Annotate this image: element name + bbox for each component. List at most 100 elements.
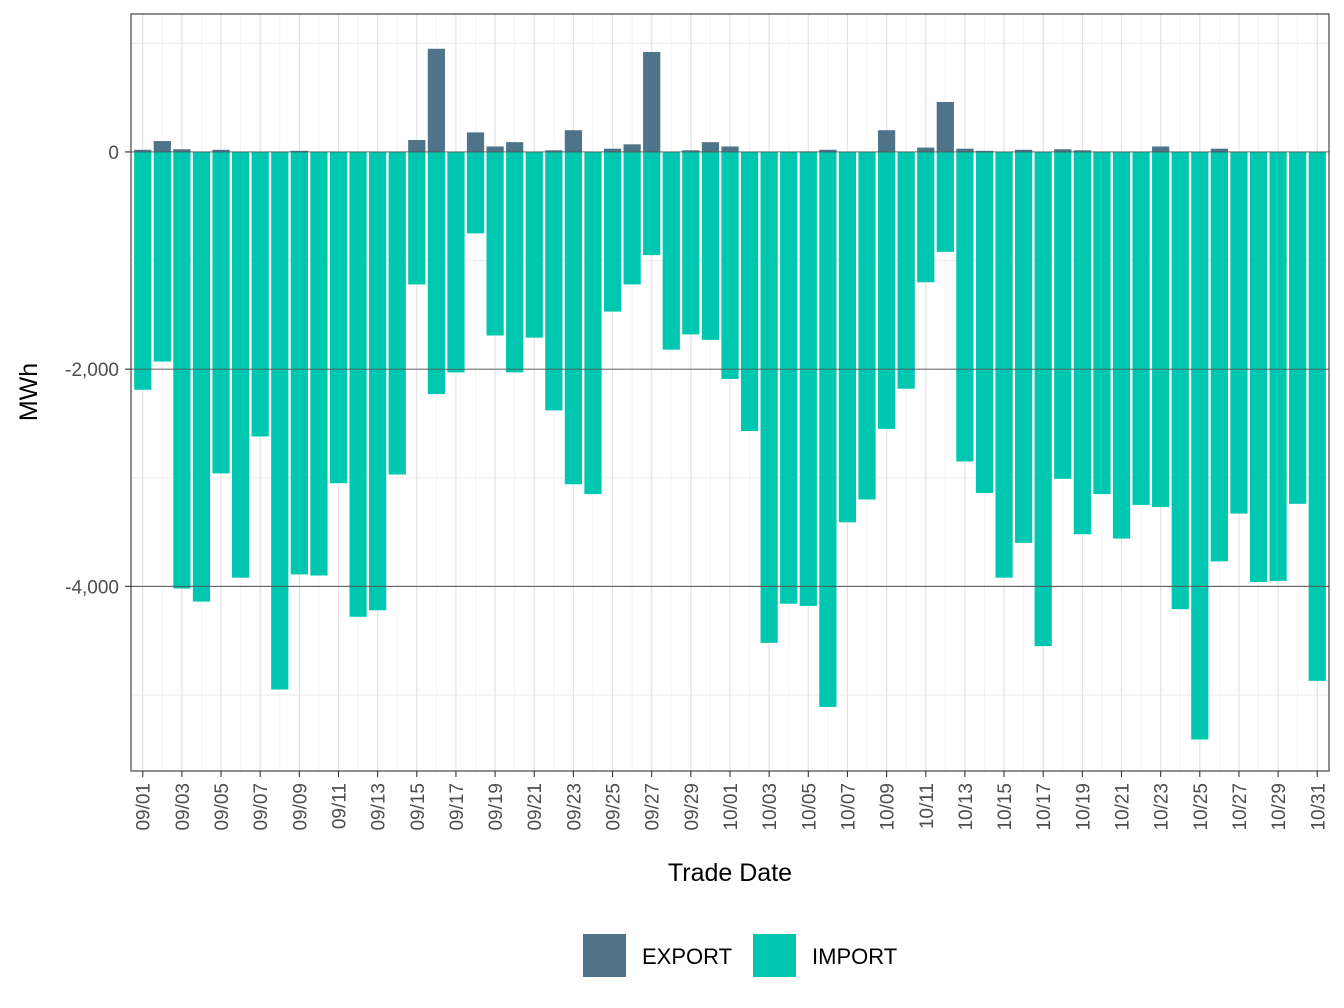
y-tick-label: 0 [108, 143, 119, 164]
export-bar-09/27 [643, 52, 661, 152]
import-bar-10/25 [1191, 151, 1209, 740]
x-tick-label: 10/13 [956, 783, 977, 831]
export-bar-09/30 [701, 142, 720, 152]
import-bar-10/10 [897, 151, 915, 389]
import-bar-09/18 [466, 151, 485, 234]
export-legend-label: EXPORT [642, 944, 732, 969]
x-tick-label: 10/31 [1308, 783, 1329, 831]
x-tick-label: 10/25 [1191, 783, 1212, 831]
import-bar-09/30 [701, 151, 720, 340]
x-tick-label: 10/15 [995, 783, 1016, 831]
x-tick-label: 09/03 [173, 783, 194, 831]
x-tick-label: 10/27 [1230, 783, 1251, 831]
import-bar-09/13 [369, 151, 387, 611]
legend: EXPORT IMPORT [583, 934, 897, 977]
import-bar-10/09 [877, 151, 896, 429]
import-bar-10/04 [780, 151, 798, 604]
import-bar-10/28 [1249, 151, 1268, 583]
export-bar-09/16 [427, 48, 445, 152]
export-bar-09/26 [623, 144, 641, 152]
import-bar-10/11 [917, 151, 935, 283]
import-bar-10/01 [721, 151, 739, 379]
import-bar-10/21 [1112, 151, 1131, 539]
y-tick-label: -4,000 [65, 577, 119, 598]
export-bar-09/01 [134, 149, 152, 152]
x-tick-label: 10/29 [1269, 783, 1290, 831]
export-bar-10/26 [1210, 148, 1228, 152]
import-bar-10/08 [858, 151, 876, 500]
import-bar-10/15 [995, 151, 1013, 578]
x-axis: 09/01 09/03 09/05 09/07 09/09 09/11 09/13 09/15… [134, 771, 1329, 831]
import-bar-09/28 [662, 151, 680, 350]
import-bar-09/21 [525, 151, 543, 338]
export-bar-10/16 [1015, 149, 1033, 152]
export-bar-10/12 [936, 101, 954, 152]
import-bar-09/07 [251, 151, 269, 437]
x-tick-label: 09/13 [369, 783, 390, 831]
x-tick-label: 10/01 [721, 783, 742, 831]
import-bar-10/13 [956, 151, 974, 462]
import-bar-10/17 [1034, 151, 1052, 647]
x-tick-label: 09/23 [564, 783, 585, 831]
import-bar-09/06 [232, 151, 250, 578]
x-tick-label: 09/21 [525, 783, 546, 831]
export-bar-10/09 [877, 130, 896, 152]
export-bar-10/06 [819, 149, 837, 152]
import-bar-10/27 [1230, 151, 1248, 514]
import-bar-10/07 [838, 151, 857, 523]
import-bar-10/18 [1054, 151, 1072, 479]
import-legend-label: IMPORT [812, 944, 897, 969]
y-axis: 0 -2,000 -4,000 [65, 143, 131, 598]
y-tick-label: -2,000 [65, 360, 119, 381]
export-bar-09/09 [290, 150, 308, 152]
x-tick-label: 10/05 [799, 783, 820, 831]
export-bar-09/20 [506, 142, 524, 152]
export-bar-10/19 [1073, 150, 1091, 152]
import-bar-10/30 [1289, 151, 1307, 504]
x-tick-label: 09/17 [447, 783, 468, 831]
export-bar-09/19 [486, 146, 504, 152]
import-bar-09/12 [349, 151, 367, 617]
import-bar-10/06 [819, 151, 837, 707]
import-bar-10/24 [1171, 151, 1189, 610]
import-bar-09/22 [545, 151, 563, 411]
x-tick-label: 10/11 [917, 783, 938, 829]
export-bar-10/18 [1054, 149, 1072, 152]
import-bar-09/19 [486, 151, 504, 336]
import-bar-10/03 [760, 151, 778, 643]
x-tick-label: 10/19 [1073, 783, 1094, 831]
x-tick-label: 10/03 [760, 783, 781, 831]
export-bar-10/14 [975, 150, 994, 152]
x-tick-label: 10/09 [878, 783, 899, 831]
export-bar-10/01 [721, 146, 739, 152]
import-bar-10/02 [740, 151, 759, 432]
x-tick-label: 10/07 [838, 783, 859, 831]
import-bar-09/04 [192, 151, 211, 602]
export-bar-10/13 [956, 148, 974, 152]
import-bar-09/09 [290, 151, 308, 575]
y-axis-title: MWh [15, 363, 43, 421]
export-bar-09/23 [564, 130, 583, 152]
import-bar-09/08 [271, 151, 289, 690]
import-bar-09/03 [173, 151, 191, 589]
import-bar-09/17 [447, 151, 465, 373]
import-bar-09/26 [623, 151, 641, 285]
import-bar-10/05 [799, 151, 817, 606]
export-bar-10/11 [917, 147, 935, 152]
export-bar-09/18 [466, 132, 485, 152]
export-bar-09/02 [153, 141, 171, 152]
import-bar-10/14 [975, 151, 994, 493]
import-bar-10/19 [1073, 151, 1091, 535]
import-bar-09/27 [643, 151, 661, 256]
x-tick-label: 09/15 [408, 783, 429, 831]
x-tick-label: 09/29 [682, 783, 703, 831]
import-bar-09/29 [682, 151, 700, 335]
import-legend-key [753, 934, 796, 977]
export-bar-09/15 [408, 139, 426, 152]
import-bar-10/20 [1093, 151, 1111, 495]
x-tick-label: 09/01 [134, 783, 155, 831]
import-bar-09/14 [388, 151, 406, 475]
x-tick-label: 09/05 [212, 783, 233, 831]
x-tick-label: 10/21 [1113, 783, 1134, 831]
